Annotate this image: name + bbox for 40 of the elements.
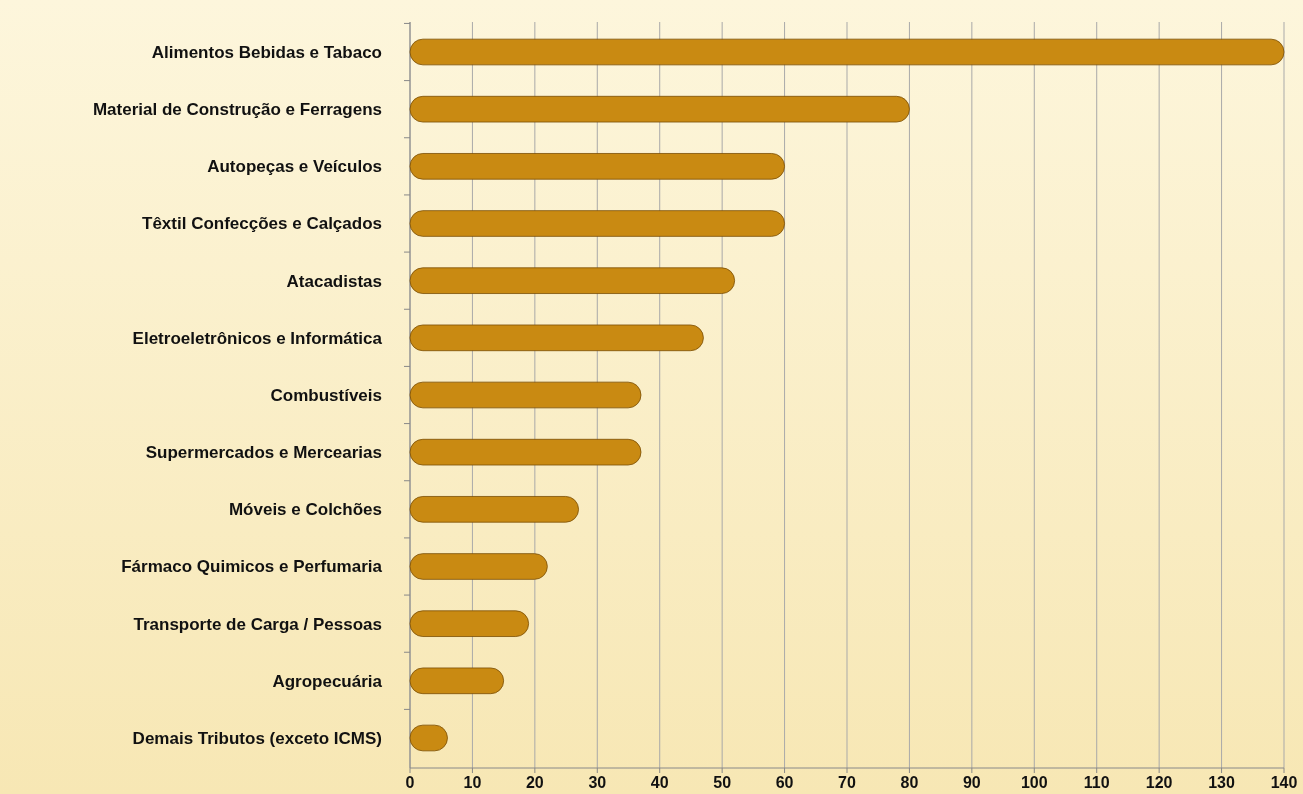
bar xyxy=(409,38,1285,66)
x-tick-label: 10 xyxy=(463,774,482,791)
x-tick-label: 30 xyxy=(588,774,607,791)
y-tick-label: Eletroeletrônicos e Informática xyxy=(132,328,383,348)
y-tick-label: Móveis e Colchões xyxy=(228,500,382,520)
bar xyxy=(409,267,736,294)
bar xyxy=(409,210,785,237)
bar xyxy=(409,610,530,637)
x-tick-label: 60 xyxy=(775,774,794,791)
y-tick-label: Autopeças e Veículos xyxy=(207,157,382,177)
x-tick-label: 70 xyxy=(838,774,856,791)
bar xyxy=(409,553,548,580)
x-tick-label: 140 xyxy=(1270,774,1298,791)
x-tick-label: 0 xyxy=(405,774,415,791)
bar xyxy=(409,95,910,123)
x-tick-label: 20 xyxy=(525,774,544,791)
bar xyxy=(409,324,704,352)
y-tick-label: Atacadistas xyxy=(286,271,382,291)
x-tick-label: 80 xyxy=(900,774,919,791)
x-tick-label: 100 xyxy=(1020,774,1048,791)
bar xyxy=(409,496,579,523)
x-tick-label: 50 xyxy=(713,774,732,791)
y-tick-label: Têxtil Confecções e Calçados xyxy=(142,214,382,234)
y-tick-label: Fármaco Quimicos e Perfumaria xyxy=(121,557,383,577)
y-tick-label: Supermercados e Mercearias xyxy=(145,443,382,463)
y-tick-label: Agropecuária xyxy=(272,671,383,691)
x-tick-label: 40 xyxy=(650,774,669,791)
bar xyxy=(409,381,642,409)
x-tick-label: 120 xyxy=(1145,774,1173,791)
y-tick-label: Demais Tributos (exceto ICMS) xyxy=(132,728,382,748)
x-tick-label: 90 xyxy=(962,774,981,791)
bar xyxy=(409,153,785,180)
x-tick-label: 130 xyxy=(1208,774,1236,791)
y-tick-label: Material de Construção e Ferragens xyxy=(92,100,382,120)
y-tick-label: Alimentos Bebidas e Tabaco xyxy=(151,42,382,62)
y-tick-label: Combustíveis xyxy=(270,385,382,405)
x-tick-label: 110 xyxy=(1083,774,1110,791)
bar xyxy=(409,438,642,466)
y-tick-label: Transporte de Carga / Pessoas xyxy=(133,614,382,634)
bar xyxy=(409,667,505,695)
